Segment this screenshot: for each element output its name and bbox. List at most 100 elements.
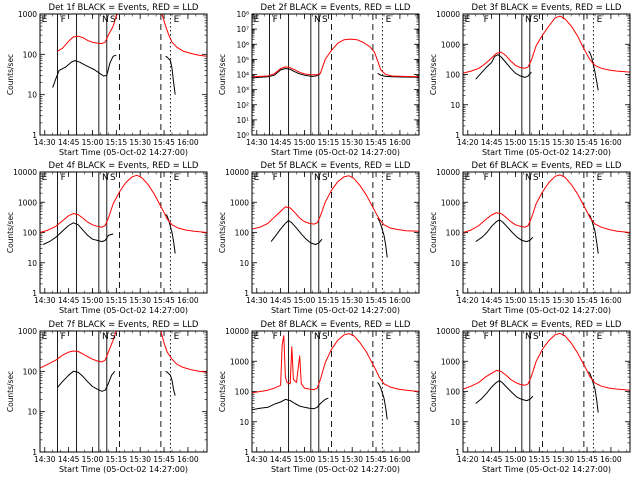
marker-letter: E [174,332,180,342]
event-markers [57,14,171,135]
y-tick-label: 10000 [436,327,460,336]
y-tick-label: 100 [23,367,38,376]
plot-frame [251,171,420,294]
marker-letter: N [314,15,321,25]
x-tick-label: 15:15 [318,455,340,464]
y-tick-label: 100 [446,71,461,80]
marker-letter: N [314,332,321,342]
y-tick-label: 100 [235,229,250,238]
series-events-line [252,397,329,411]
panel-det5f: Det 5f BLACK = Events, RED = LLD Counts/s… [218,161,420,315]
y-axis-label: Counts/sec [6,54,15,95]
x-tick-label: 14:30 [246,138,268,147]
x-tick-label: 15:30 [341,296,363,305]
marker-letter: F [273,332,278,342]
series-events-line [52,54,117,88]
chart-title: Det 6f BLACK = Events, RED = LLD [472,161,622,171]
marker-letter: F [61,332,66,342]
series-events-line [252,68,321,79]
marker-letter: S [110,173,116,183]
marker-letter: E [386,173,392,183]
x-tick-label: 15:00 [82,455,104,464]
marker-letter: N [525,15,532,25]
y-tick-label: 10⁶ [236,40,249,49]
marker-letter: N [102,332,109,342]
chart-title: Det 8f BLACK = Events, RED = LLD [261,320,411,330]
marker-letter: S [533,332,539,342]
x-tick-label: 14:45 [481,138,503,147]
marker-letter: N [525,173,532,183]
x-tick-label: 15:00 [505,296,527,305]
y-tick-label: 1000 [230,357,249,366]
y-tick-label: 10 [450,259,460,268]
x-tick-label: 16:00 [177,455,199,464]
marker-letter: E [465,173,471,183]
x-tick-label: 15:45 [576,296,598,305]
x-tick-label: 14:45 [481,455,503,464]
x-tick-label: 15:15 [106,455,128,464]
event-markers [57,331,171,452]
marker-letter: S [322,15,328,25]
marker-letter: E [254,173,260,183]
marker-letter: S [533,173,539,183]
y-tick-label: 10⁵ [236,55,249,64]
y-tick-label: 1 [455,289,460,298]
marker-letter: F [61,15,66,25]
y-axis-label: Counts/sec [218,371,227,412]
x-tick-label: 16:00 [600,138,622,147]
x-tick-label: 14:45 [58,296,80,305]
y-tick-label: 1000 [441,357,460,366]
y-tick-label: 1 [32,448,37,457]
marker-letter: F [484,15,489,25]
marker-letter: E [42,15,48,25]
event-markers [288,331,383,452]
x-tick-label: 14:45 [270,138,292,147]
series-lld-line [463,332,630,391]
marker-letter: S [533,15,539,25]
x-tick-label: 15:00 [82,138,104,147]
x-tick-label: 14:20 [457,296,479,305]
marker-letter: F [61,173,66,183]
x-axis-label: Start Time (05-Oct-02 14:27:00) [59,465,188,474]
y-tick-label: 10² [236,101,249,110]
y-tick-label: 10000 [13,168,37,177]
y-tick-label: 1 [244,448,249,457]
y-axis-label: Counts/sec [218,54,227,95]
y-tick-label: 1000 [441,40,460,49]
marker-letter: N [314,173,321,183]
series-events-line [165,370,176,396]
y-axis-label: Counts/sec [429,371,438,412]
marker-letter: E [254,15,260,25]
marker-letter: E [386,15,392,25]
series-events-line [475,54,532,80]
y-tick-label: 1 [32,131,37,140]
chart-title: Det 3f BLACK = Events, RED = LLD [472,3,622,13]
x-tick-label: 15:45 [365,296,387,305]
marker-letter: E [597,173,603,183]
x-tick-label: 14:45 [270,296,292,305]
chart-title: Det 9f BLACK = Events, RED = LLD [472,320,622,330]
x-tick-label: 16:00 [600,455,622,464]
chart-title: Det 2f BLACK = Events, RED = LLD [261,3,411,13]
y-tick-label: 10 [27,259,37,268]
series-events-line [42,222,114,245]
x-tick-label: 15:30 [129,138,151,147]
series-lld-line [57,14,118,52]
x-tick-label: 15:45 [153,296,175,305]
x-axis-label: Start Time (05-Oct-02 14:27:00) [271,306,400,315]
event-markers [499,14,594,135]
x-tick-label: 15:30 [129,455,151,464]
x-axis-label: Start Time (05-Oct-02 14:27:00) [59,148,188,157]
x-tick-label: 15:30 [552,455,574,464]
y-axis-label: Counts/sec [6,371,15,412]
x-tick-label: 15:45 [365,138,387,147]
series-events-line [377,382,388,420]
x-tick-label: 15:15 [106,138,128,147]
panel-det2f: Det 2f BLACK = Events, RED = LLD Counts/s… [218,3,420,157]
panel-det9f: Det 9f BLACK = Events, RED = LLD Counts/s… [429,320,631,474]
y-tick-label: 10³ [236,86,249,95]
x-tick-label: 14:45 [481,296,503,305]
x-tick-label: 16:00 [600,296,622,305]
panel-det3f: Det 3f BLACK = Events, RED = LLD Counts/s… [429,3,631,157]
